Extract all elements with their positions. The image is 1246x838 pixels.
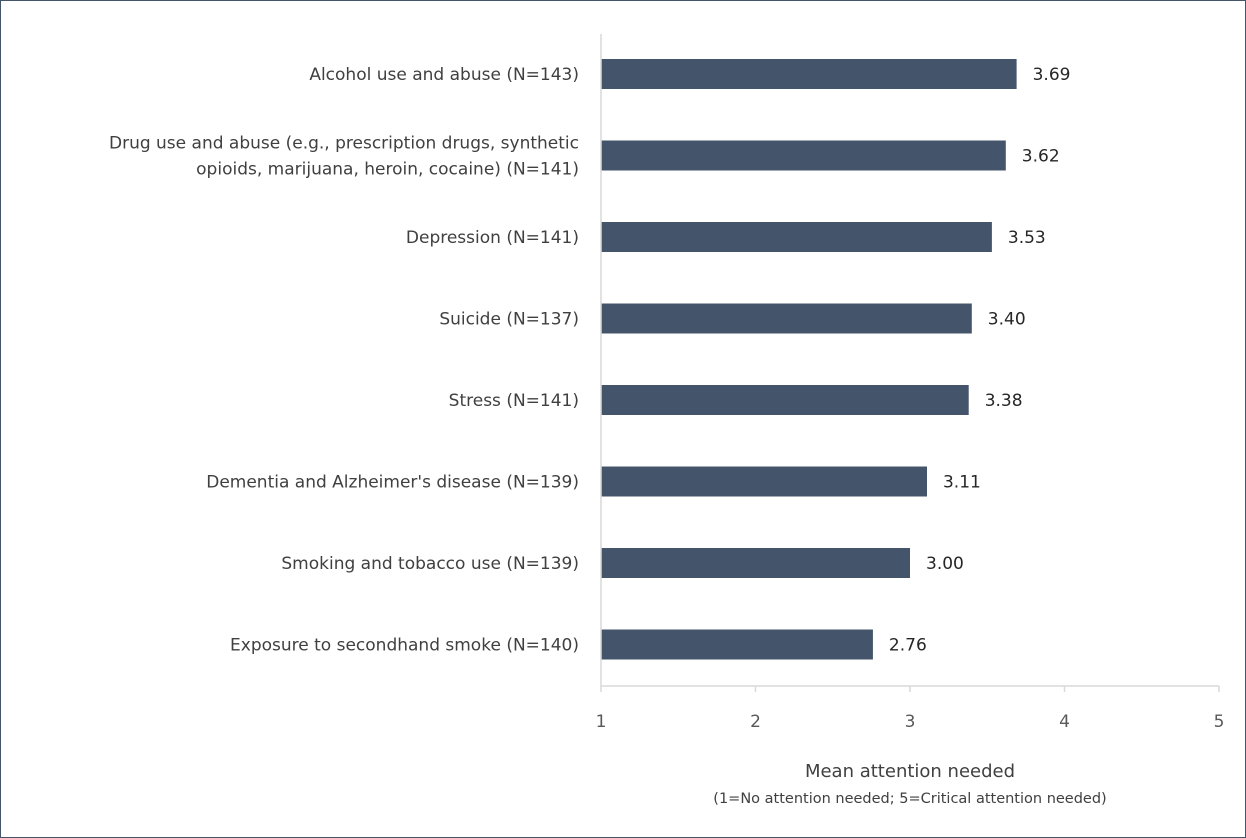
category-label: Alcohol use and abuse (N=143): [309, 65, 579, 85]
bar: [601, 303, 972, 334]
category-label: Suicide (N=137): [439, 310, 579, 330]
data-label: 3.40: [988, 310, 1026, 330]
x-tick-label: 5: [1214, 712, 1225, 732]
bar: [601, 59, 1017, 89]
data-label: 3.62: [1022, 147, 1060, 167]
category-label: opioids, marijuana, heroin, cocaine) (N=…: [196, 160, 579, 180]
category-label: Exposure to secondhand smoke (N=140): [230, 636, 579, 656]
bar: [601, 629, 873, 660]
x-axis-subtitle: (1=No attention needed; 5=Critical atten…: [713, 791, 1106, 807]
x-axis-title: Mean attention needed: [805, 761, 1015, 782]
x-tick-label: 3: [905, 712, 916, 732]
x-tick-label: 2: [750, 712, 761, 732]
data-label: 3.38: [985, 391, 1023, 411]
data-label: 3.11: [943, 473, 981, 493]
data-label: 2.76: [889, 636, 927, 656]
category-label: Dementia and Alzheimer's disease (N=139): [206, 473, 579, 493]
bar: [601, 548, 910, 578]
bar: [601, 466, 927, 497]
ticks-layer: 1 2 3 4 5: [596, 686, 1225, 732]
data-label: 3.69: [1033, 65, 1071, 85]
bar: [601, 140, 1006, 171]
category-label: Drug use and abuse (e.g., prescription d…: [109, 134, 579, 154]
labels-layer: 3.69 Alcohol use and abuse (N=143) 3.62 Dru…: [109, 65, 1070, 656]
bars-layer: [601, 59, 1017, 660]
category-label: Depression (N=141): [406, 228, 579, 248]
data-label: 3.00: [926, 554, 964, 574]
category-label: Stress (N=141): [449, 391, 579, 411]
bar: [601, 385, 969, 415]
category-label: Smoking and tobacco use (N=139): [281, 554, 579, 574]
data-label: 3.53: [1008, 228, 1046, 248]
x-tick-label: 1: [596, 712, 607, 732]
bar: [601, 222, 992, 252]
x-tick-label: 4: [1059, 712, 1070, 732]
